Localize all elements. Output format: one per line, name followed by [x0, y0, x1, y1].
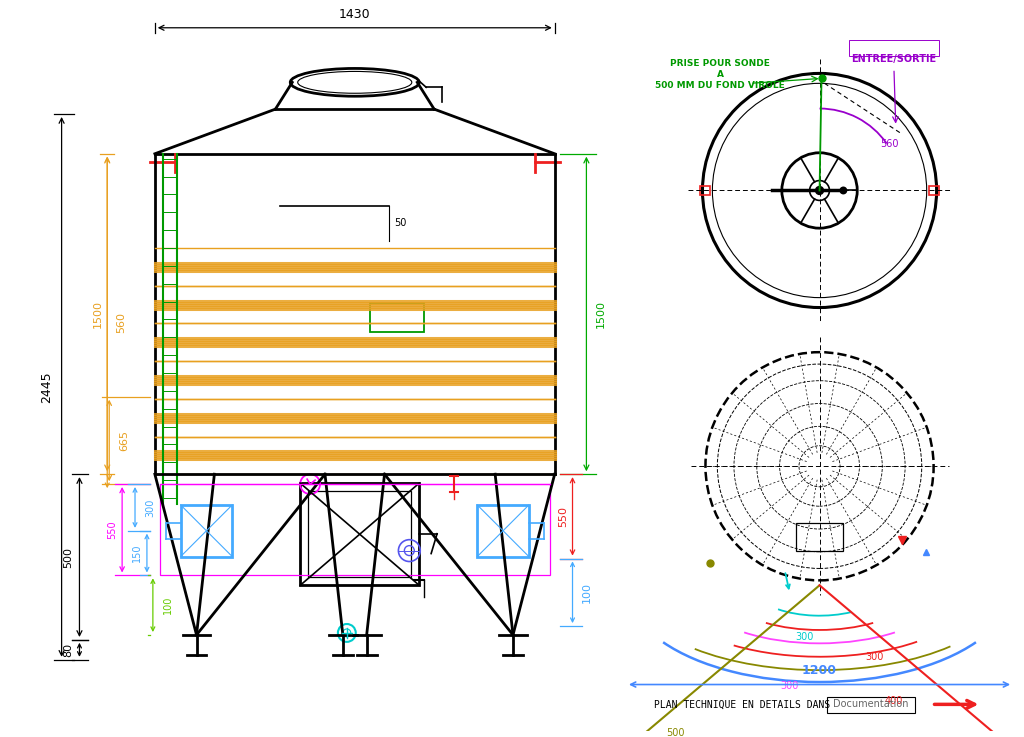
- Text: Documentation: Documentation: [834, 699, 909, 710]
- Circle shape: [840, 186, 847, 195]
- Bar: [849, 40, 939, 55]
- Text: 1430: 1430: [339, 8, 371, 21]
- Text: 300: 300: [145, 498, 155, 517]
- Text: 560: 560: [116, 312, 126, 333]
- Text: 80: 80: [63, 643, 74, 657]
- Text: 500: 500: [667, 728, 685, 737]
- Text: 1500: 1500: [595, 300, 605, 328]
- Text: 550: 550: [558, 506, 568, 527]
- Text: 400: 400: [885, 696, 903, 706]
- Text: 1500: 1500: [93, 300, 103, 328]
- Bar: [370, 303, 424, 332]
- Text: 100: 100: [163, 596, 173, 615]
- Bar: [796, 523, 844, 551]
- Text: 1200: 1200: [802, 663, 837, 677]
- Bar: [929, 186, 939, 195]
- Bar: [700, 186, 711, 195]
- Text: 500: 500: [63, 547, 74, 567]
- Text: 2445: 2445: [40, 371, 53, 402]
- Text: 300: 300: [780, 682, 799, 691]
- Text: 560: 560: [880, 139, 898, 149]
- Text: 100: 100: [582, 581, 592, 603]
- Text: 300: 300: [865, 652, 884, 662]
- Text: 665: 665: [119, 430, 129, 451]
- Text: 150: 150: [132, 544, 142, 562]
- Text: 550: 550: [108, 520, 117, 539]
- Bar: [477, 505, 528, 556]
- Bar: [308, 491, 412, 577]
- Bar: [827, 697, 914, 713]
- Bar: [180, 505, 232, 556]
- Text: 50: 50: [394, 218, 407, 228]
- Text: PRISE POUR SONDE
A
500 MM DU FOND VIROLE: PRISE POUR SONDE A 500 MM DU FOND VIROLE: [655, 58, 785, 90]
- Bar: [300, 483, 419, 585]
- Text: PLAN TECHNIQUE EN DETAILS DANS: PLAN TECHNIQUE EN DETAILS DANS: [654, 699, 830, 710]
- Text: ENTREE/SORTIE: ENTREE/SORTIE: [851, 54, 937, 63]
- Bar: [160, 484, 550, 576]
- Text: 300: 300: [796, 632, 814, 642]
- Circle shape: [815, 186, 823, 195]
